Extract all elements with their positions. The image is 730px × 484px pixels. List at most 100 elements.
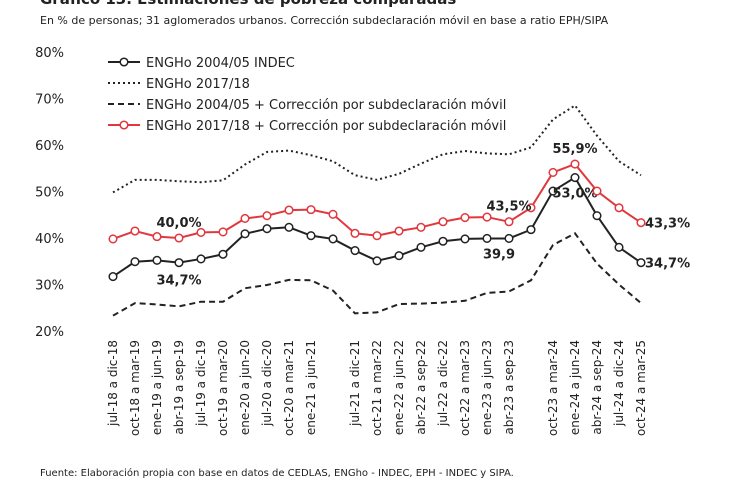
point [416,242,426,252]
y-tick-label: 50% [35,186,64,201]
x-tick-label: abr-19 a sep-19 [172,340,186,435]
series-line [112,104,642,194]
x-tick-label: abr-23 a sep-23 [502,340,516,435]
x-tick-label: ene-23 a jun-23 [480,340,494,435]
point [416,222,426,232]
y-tick-label: 20% [35,325,64,340]
data-label: 34,7% [156,274,201,289]
x-tick-label: oct-20 a mar-21 [282,340,296,436]
point [548,186,558,196]
point [438,217,448,227]
point [218,227,228,237]
point [350,246,360,256]
point [218,249,228,259]
data-label: 34,7% [645,257,690,272]
x-tick-label: jul-21 a dic-21 [348,340,362,427]
point [614,203,624,213]
series-line [112,232,642,317]
x-tick-label: oct-19 a mar-20 [216,340,230,436]
point [482,233,492,244]
x-tick-label: jul-24 a dic-24 [612,340,626,427]
legend-label: ENGHo 2017/18 [146,77,250,92]
point [526,225,536,235]
y-tick-label: 80% [35,46,64,61]
x-tick-label: jul-20 a dic-20 [260,340,274,427]
point [196,254,206,264]
point [240,229,250,239]
point [592,186,602,196]
point [372,231,382,241]
legend-label: ENGHo 2017/18 + Corrección por subdeclar… [146,119,506,134]
legend-label: ENGHo 2004/05 INDEC [146,56,295,71]
point [592,211,602,221]
data-label: 43,5% [486,200,531,215]
y-tick-label: 30% [35,279,64,294]
point [394,226,404,236]
x-tick-label: oct-18 a mar-19 [128,340,142,436]
y-tick-label: 70% [35,93,64,108]
point [240,213,250,224]
source-note: Fuente: Elaboración propia con base en d… [40,467,514,479]
point [196,227,206,237]
x-tick-label: oct-23 a mar-24 [546,340,560,436]
x-tick-label: oct-24 a mar-25 [634,340,648,436]
x-tick-label: oct-22 a mar-23 [458,340,472,436]
point [284,222,294,232]
point [328,209,338,219]
point [614,242,624,252]
x-tick-label: ene-24 a jun-24 [568,340,582,435]
point [174,258,184,268]
x-tick-label: jul-19 a dic-19 [194,340,208,427]
point [460,234,470,244]
point [570,173,580,183]
point [152,232,162,242]
legend-marker [119,120,129,130]
point [262,224,272,234]
y-tick-label: 40% [35,232,64,247]
x-tick-label: abr-22 a sep-22 [414,340,428,435]
point [526,203,536,213]
point [504,217,514,227]
chart-title: Gráfico 13. Estimaciones de pobreza comp… [40,0,456,8]
chart-subtitle: En % de personas; 31 aglomerados urbanos… [40,14,609,27]
x-tick-label: jul-22 a dic-22 [436,340,450,427]
data-label: 55,9% [552,142,597,157]
point [130,257,140,267]
point [482,212,492,222]
data-label: 53,0% [552,187,597,202]
point [570,159,580,169]
x-tick-label: oct-21 a mar-22 [370,340,384,436]
data-label: 43,3% [645,217,690,232]
legend-marker [119,57,129,67]
x-tick-label: ene-20 a jun-20 [238,340,252,435]
data-label: 39,9 [483,247,515,262]
point [394,251,404,261]
x-tick-label: abr-24 a sep-24 [590,340,604,435]
point [174,233,184,243]
data-label: 40,0% [156,216,201,231]
x-tick-label: ene-19 a jun-19 [150,340,164,435]
point [548,167,558,177]
point [108,272,118,282]
point [284,205,294,215]
point [504,233,514,244]
point [130,226,140,236]
point [350,228,360,238]
y-tick-label: 60% [35,139,64,154]
point [438,236,448,246]
x-tick-label: ene-21 a jun-21 [304,340,318,435]
x-tick-label: jul-18 a dic-18 [106,340,120,427]
point [152,255,162,265]
point [262,211,272,221]
point [636,218,646,228]
point [108,234,118,244]
point [372,256,382,266]
point [636,258,646,268]
point [328,234,338,244]
point [306,231,316,241]
point [306,205,316,215]
point [460,212,470,223]
legend-label: ENGHo 2004/05 + Corrección por subdeclar… [146,98,506,113]
x-tick-label: ene-22 a jun-22 [392,340,406,435]
